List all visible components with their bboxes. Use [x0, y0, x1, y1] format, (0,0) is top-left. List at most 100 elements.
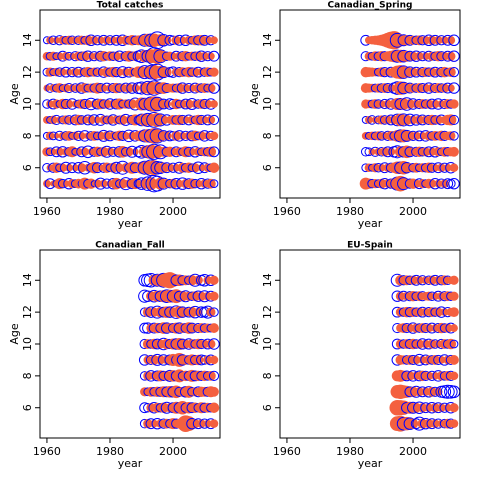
bubble [445, 67, 456, 78]
y-tick-label: 14 [261, 273, 274, 287]
y-tick-label: 14 [21, 33, 34, 47]
bubble [449, 291, 459, 301]
bubble [193, 275, 203, 285]
bubble [205, 370, 216, 381]
bubble [450, 324, 458, 332]
bubble [121, 67, 131, 77]
bubble [365, 116, 373, 124]
bubble [376, 67, 387, 78]
y-axis-label: Age [8, 83, 21, 105]
y-tick-label: 14 [21, 273, 34, 287]
bubble [414, 35, 425, 46]
bubble [449, 146, 459, 157]
bubble [206, 52, 215, 61]
bubble [209, 307, 219, 317]
bubble [143, 419, 153, 429]
bubble [203, 36, 212, 45]
bubble [449, 371, 459, 381]
bubble [433, 307, 443, 317]
bubble [61, 83, 71, 93]
bubble [417, 323, 428, 333]
bubble [99, 115, 108, 125]
bubble [118, 83, 127, 93]
bubble [170, 98, 182, 110]
panel: Total catches 1960 1980 2000 6 8 10 12 14 year Age [8, 1, 221, 230]
bubble [395, 291, 406, 301]
bubble [79, 51, 90, 62]
bubble [446, 131, 456, 141]
bubble [370, 99, 381, 109]
bubble [421, 52, 430, 61]
bubble [376, 178, 387, 189]
bubble [414, 387, 424, 397]
y-tick-label: 8 [261, 372, 274, 379]
bubble [77, 131, 86, 140]
bubble [86, 115, 96, 125]
bubble [206, 115, 216, 125]
bubble [415, 276, 424, 285]
bubble [171, 35, 181, 45]
x-tick-label: 2000 [399, 205, 427, 218]
bubble [405, 371, 415, 381]
bubble [424, 371, 434, 381]
bubble [203, 419, 212, 428]
bubble [446, 51, 456, 61]
y-tick-label: 8 [21, 372, 34, 379]
bubble [448, 177, 460, 190]
bubble [209, 323, 219, 333]
x-tick-label: 1980 [96, 205, 124, 218]
bubble [439, 83, 450, 93]
bubble [161, 67, 172, 78]
bubble [436, 130, 447, 142]
bubble [210, 100, 218, 108]
bubble [373, 131, 383, 141]
bubble [377, 100, 386, 108]
bubble [205, 146, 217, 158]
y-axis-label: Age [248, 323, 261, 345]
bubble [82, 35, 93, 46]
bubble [117, 115, 128, 125]
bubble [43, 179, 51, 188]
bubble [55, 52, 64, 61]
bubble [448, 34, 460, 46]
bubble [400, 145, 413, 159]
bubble [193, 338, 204, 350]
bubble [208, 370, 220, 381]
y-tick-label: 6 [21, 404, 34, 411]
x-tick-label: 2000 [159, 205, 187, 218]
bubble [54, 178, 66, 190]
bubble [96, 36, 105, 45]
bubble [45, 131, 55, 141]
bubble [76, 99, 87, 109]
bubble [65, 68, 73, 76]
bubble [42, 147, 52, 157]
bubble [48, 115, 58, 125]
bubble [108, 162, 119, 173]
bubble [193, 114, 204, 126]
bubble [417, 403, 428, 413]
bubble [209, 291, 219, 301]
bubble [174, 114, 185, 126]
bubble [129, 114, 141, 126]
bubble [107, 66, 119, 78]
x-tick-label: 1960 [33, 445, 61, 458]
bubble [209, 67, 219, 77]
bubble [408, 275, 418, 285]
bubble [58, 36, 67, 45]
bubble [449, 419, 459, 428]
bubble [433, 115, 443, 125]
bubble [440, 308, 449, 317]
bubble [99, 84, 108, 92]
bubble [449, 275, 459, 285]
bubble [205, 178, 216, 189]
y-tick-label: 6 [21, 164, 34, 171]
bubble [448, 114, 460, 126]
bubble [174, 83, 185, 93]
bubble [376, 115, 387, 125]
bubble [158, 115, 169, 125]
x-tick-label: 1980 [336, 445, 364, 458]
bubble [71, 36, 80, 45]
bubble [193, 51, 204, 62]
